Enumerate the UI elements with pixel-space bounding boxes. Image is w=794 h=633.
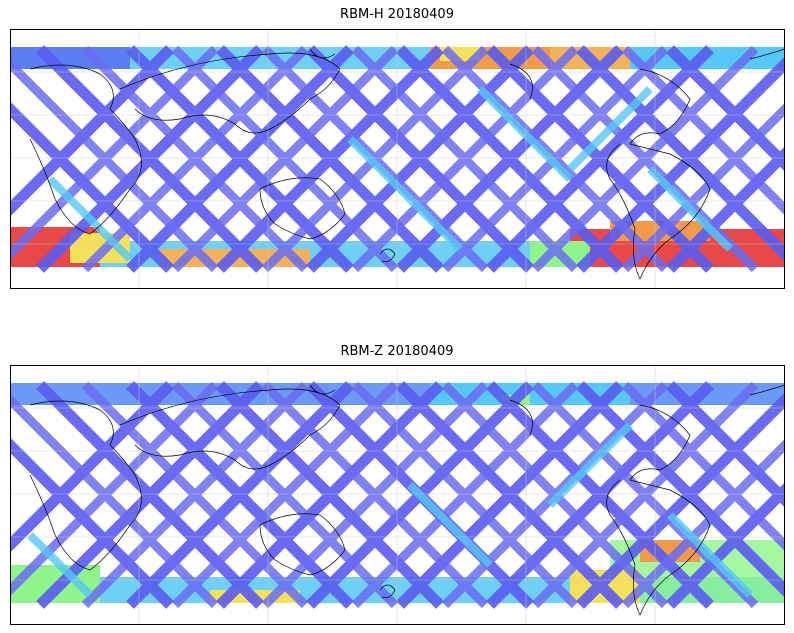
gridlines <box>10 365 785 625</box>
map-svg-bottom <box>10 365 785 625</box>
map-panel-bottom <box>10 365 785 625</box>
swath-diagonals-offset <box>10 381 785 609</box>
map-frame <box>10 365 785 625</box>
map-panel-top <box>10 29 785 289</box>
panel-title-top: RBM-H 20180409 <box>340 7 454 22</box>
swath-diagonals <box>10 45 785 273</box>
map-frame <box>10 29 785 289</box>
swath-layer <box>10 45 785 273</box>
swath-layer <box>10 381 785 609</box>
swath-highlights <box>47 86 733 262</box>
swath-highlights <box>27 422 753 598</box>
map-svg-top <box>10 29 785 289</box>
coastlines <box>29 48 785 280</box>
panel-title-bottom: RBM-Z 20180409 <box>340 344 454 359</box>
coastlines <box>29 384 785 616</box>
gridlines <box>10 29 785 289</box>
swath-diagonals <box>10 381 785 609</box>
